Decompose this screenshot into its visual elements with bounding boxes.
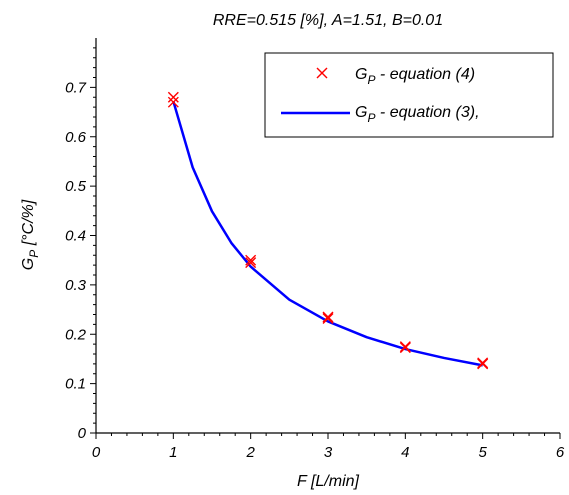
x-tick-label: 2 <box>245 444 255 461</box>
scatter-point <box>399 342 411 354</box>
scatter-point <box>477 358 489 370</box>
y-tick-label: 0 <box>78 425 87 442</box>
x-tick-label: 5 <box>478 444 487 461</box>
y-tick-label: 0.7 <box>65 79 87 96</box>
legend-box <box>264 52 554 138</box>
legend-label-eq3: GP - equation (3), <box>355 104 480 125</box>
legend-label-eq4-base: G <box>355 66 367 83</box>
legend-label-eq4-sub: P <box>367 73 375 87</box>
scatter-point <box>167 96 179 108</box>
y-tick-label: 0.1 <box>65 376 86 393</box>
scatter-point <box>245 257 257 269</box>
legend-marker-eq4 <box>316 67 328 79</box>
scatter-point <box>322 312 334 324</box>
x-tick-label: 1 <box>169 444 177 461</box>
y-tick-label: 0.4 <box>65 228 86 245</box>
x-tick-label: 3 <box>324 444 333 461</box>
x-tick-label: 6 <box>556 444 565 461</box>
legend: GP - equation (4) GP - equation (3), <box>264 52 554 138</box>
y-ticks: 0 0.1 0.2 0.3 0.4 0.5 0.6 0.7 <box>65 79 96 442</box>
legend-label-eq3-sub: P <box>367 111 375 125</box>
legend-label-eq3-rest: - equation (3), <box>375 104 479 121</box>
y-axis-label-sub: P <box>27 250 41 258</box>
scatter-point <box>167 91 179 103</box>
x-axis-label: F [L/min] <box>297 473 360 490</box>
plot-area <box>167 91 489 370</box>
x-tick-label: 0 <box>92 444 101 461</box>
y-axis-label: GP [°C/%] <box>20 199 41 270</box>
legend-label-eq4-rest: - equation (4) <box>375 66 475 83</box>
y-tick-label: 0.6 <box>65 129 87 146</box>
x-ticks: 0 1 2 3 4 5 6 <box>92 433 565 461</box>
y-tick-label: 0.3 <box>65 277 87 294</box>
series-line-equation-3 <box>172 100 483 367</box>
legend-label-eq4: GP - equation (4) <box>355 66 475 87</box>
x-tick-label: 4 <box>401 444 409 461</box>
y-axis-label-rest: [°C/%] <box>20 199 37 250</box>
y-axis-label-base: G <box>20 258 37 270</box>
y-tick-label: 0.2 <box>65 326 87 343</box>
chart-title: RRE=0.515 [%], A=1.51, B=0.01 <box>213 12 443 29</box>
legend-label-eq3-base: G <box>355 104 367 121</box>
minor-ticks <box>93 47 546 436</box>
scatter-point <box>322 311 334 323</box>
y-tick-label: 0.5 <box>65 178 87 195</box>
scatter-point <box>245 254 257 266</box>
